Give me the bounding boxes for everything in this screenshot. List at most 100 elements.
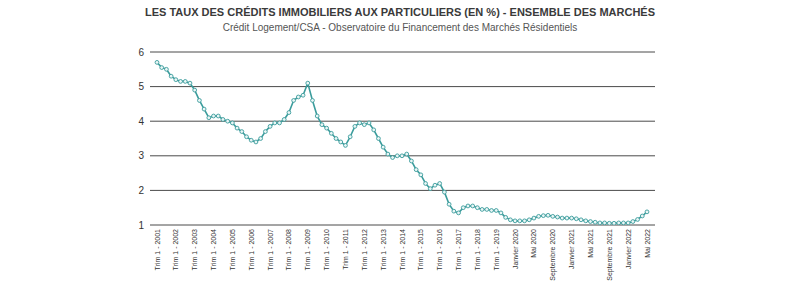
data-point	[329, 131, 333, 135]
x-tick-label: Trim 1 - 2006	[248, 229, 255, 270]
data-point	[306, 81, 310, 85]
data-point	[183, 80, 187, 84]
plot-area	[155, 60, 649, 225]
data-point	[226, 119, 230, 123]
data-point	[443, 190, 447, 194]
x-tick-label: Trim 1 - 2019	[493, 229, 500, 270]
data-point	[155, 60, 159, 64]
data-point	[428, 187, 432, 191]
data-point	[603, 221, 607, 225]
data-point	[334, 137, 338, 141]
x-tick-label: Trim 1 - 2013	[380, 229, 387, 270]
data-point	[179, 80, 183, 84]
x-tick-label: Trim 1 - 2018	[474, 229, 481, 270]
data-point	[518, 219, 522, 223]
data-point	[169, 74, 173, 78]
x-tick-label: Septembre 2021	[606, 229, 614, 281]
data-point	[254, 140, 258, 144]
data-point	[485, 208, 489, 212]
x-tick-label: Trim 1 - 2010	[323, 229, 330, 270]
data-point	[193, 88, 197, 92]
data-point	[160, 66, 164, 70]
data-point	[622, 221, 626, 225]
data-point	[574, 217, 578, 221]
data-point	[410, 159, 414, 163]
data-point	[570, 216, 574, 220]
x-tick-label: Mai 2022	[644, 229, 651, 258]
data-point	[282, 118, 286, 122]
data-point	[471, 204, 475, 208]
data-point	[358, 121, 362, 125]
data-point	[259, 137, 263, 141]
data-point	[475, 206, 479, 210]
data-point	[249, 138, 253, 142]
data-point	[315, 114, 319, 118]
x-tick-label: Trim 1 - 2014	[399, 229, 406, 270]
x-tick-label: Trim 1 - 2005	[229, 229, 236, 270]
x-tick-label: Septembre 2020	[549, 229, 557, 281]
grid-line	[150, 225, 655, 226]
data-point	[504, 215, 508, 219]
data-point	[245, 135, 249, 139]
x-tick-label: Janvier 2022	[625, 229, 632, 269]
data-point	[414, 168, 418, 172]
data-point	[636, 218, 640, 222]
data-point	[367, 121, 371, 125]
data-point	[560, 216, 564, 220]
data-point	[273, 121, 277, 125]
data-point	[523, 219, 527, 223]
data-point	[556, 215, 560, 219]
x-tick-label: Trim 1 - 2011	[342, 229, 349, 270]
grid-line	[150, 86, 655, 87]
data-point	[490, 209, 494, 213]
data-point	[607, 221, 611, 225]
chart-title: LES TAUX DES CRÉDITS IMMOBILIERS AUX PAR…	[145, 6, 655, 18]
data-point	[589, 220, 593, 224]
data-point	[216, 114, 220, 118]
data-point	[174, 78, 178, 82]
data-point	[452, 209, 456, 213]
x-tick-label: Trim 1 - 2017	[455, 229, 462, 270]
data-point	[466, 204, 470, 208]
x-tick-label: Trim 1 - 2003	[191, 229, 198, 270]
data-point	[400, 154, 404, 158]
data-point	[640, 214, 644, 218]
data-point	[263, 130, 267, 134]
data-point	[457, 211, 461, 215]
data-point	[296, 95, 300, 99]
data-point	[537, 214, 541, 218]
data-line	[157, 62, 647, 223]
data-point	[424, 182, 428, 186]
chart-subtitle: Crédit Logement/CSA - Observatoire du Fi…	[223, 22, 578, 33]
data-point	[339, 140, 343, 144]
x-tick-label: Trim 1 - 2015	[417, 229, 424, 270]
data-point	[461, 206, 465, 210]
data-point	[631, 220, 635, 224]
x-tick-label: Trim 1 - 2008	[285, 229, 292, 270]
data-point	[565, 216, 569, 220]
data-point	[202, 107, 206, 111]
data-point	[433, 183, 437, 187]
data-point	[494, 209, 498, 213]
data-point	[499, 211, 503, 215]
data-point	[198, 99, 202, 103]
data-point	[207, 116, 211, 120]
x-tick-label: Trim 1 - 2001	[154, 229, 161, 270]
data-point	[268, 124, 272, 128]
data-point	[532, 216, 536, 220]
y-tick-label: 4	[138, 116, 144, 127]
data-point	[221, 118, 225, 122]
data-point	[381, 145, 385, 149]
data-point	[278, 121, 282, 125]
data-point	[527, 218, 531, 222]
data-point	[188, 81, 192, 85]
x-tick-label: Mai 2021	[587, 229, 594, 258]
y-tick-label: 1	[138, 220, 144, 231]
data-point	[372, 128, 376, 132]
data-point	[645, 210, 649, 214]
y-tick-label: 3	[138, 150, 144, 161]
data-point	[325, 126, 329, 130]
y-tick-label: 5	[138, 81, 144, 92]
data-point	[212, 114, 216, 118]
x-tick-label: Trim 1 - 2016	[436, 229, 443, 270]
